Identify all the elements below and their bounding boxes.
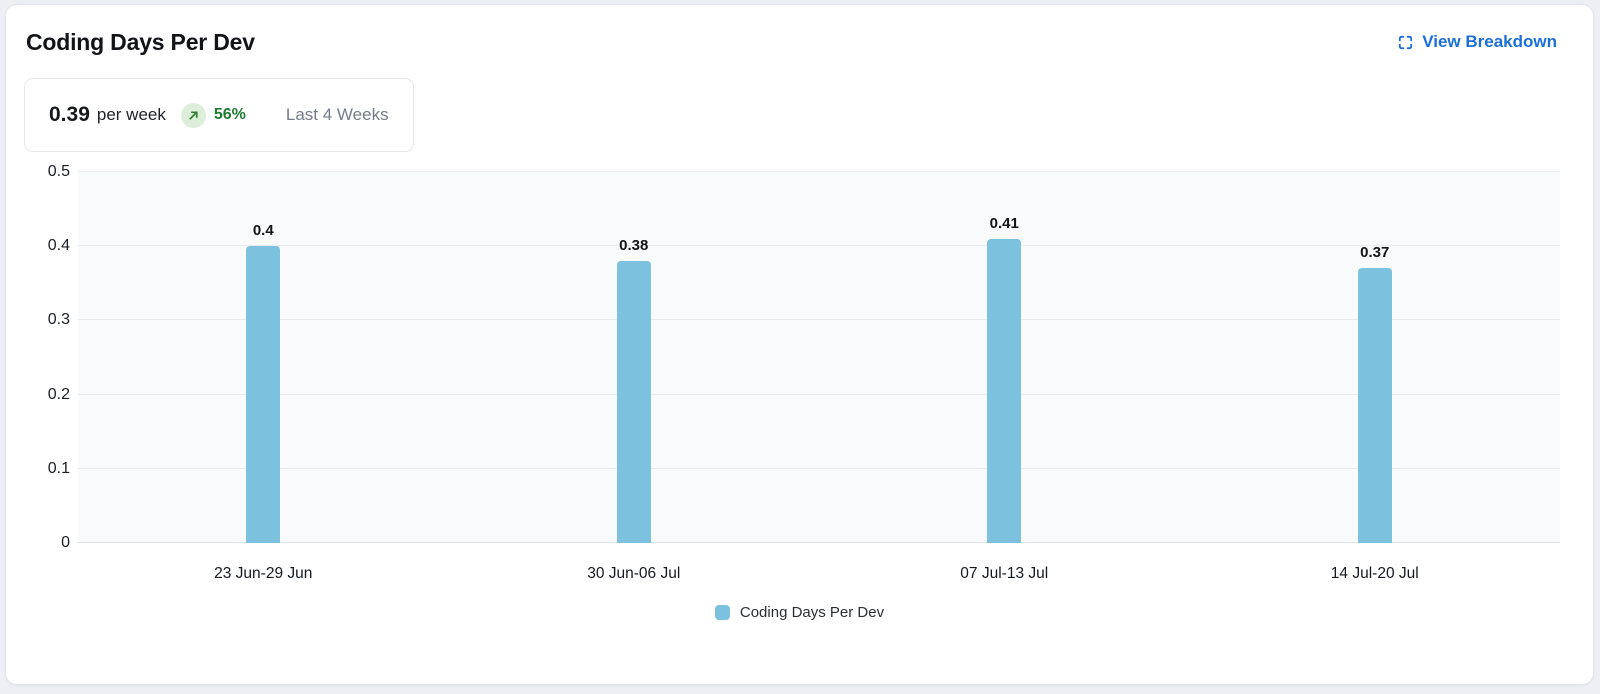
- bars-container: 0.4 0.38 0.41 0.37: [78, 172, 1560, 543]
- legend-swatch: [714, 605, 730, 620]
- stat-period: Last 4 Weeks: [285, 105, 389, 124]
- bar-23 Jun-29 Jun[interactable]: [246, 246, 281, 543]
- arrow-up-right-icon: [180, 102, 206, 128]
- coding-days-card: Coding Days Per Dev View Breakdown 0.39 …: [5, 4, 1594, 685]
- y-tick-label: 0.2: [47, 385, 70, 403]
- bar-value-label: 0.37: [1360, 244, 1390, 262]
- bar-chart: 0 0.1 0.2 0.3 0.4 0.5 0.4 0.38 0.41 0.37: [24, 164, 1560, 551]
- trend-percent: 56%: [213, 106, 246, 123]
- gridline: [78, 245, 1560, 247]
- y-tick-label: 0.4: [47, 237, 70, 255]
- x-axis-label: 14 Jul-20 Jul: [1330, 565, 1419, 582]
- x-axis-label: 07 Jul-13 Jul: [960, 565, 1049, 582]
- y-tick-label: 0.5: [47, 163, 70, 180]
- view-breakdown-button[interactable]: View Breakdown: [1397, 27, 1557, 57]
- x-axis-label: 30 Jun-06 Jul: [587, 565, 681, 582]
- page-title: Coding Days Per Dev: [26, 29, 255, 55]
- y-tick-label: 0: [61, 534, 70, 551]
- bar-30 Jun-06 Jul[interactable]: [616, 261, 651, 543]
- gridline: [78, 171, 1560, 172]
- bar-07 Jul-13 Jul[interactable]: [987, 238, 1022, 543]
- stat-value: 0.39: [49, 103, 90, 126]
- card-header: Coding Days Per Dev View Breakdown: [6, 5, 1593, 57]
- stat-unit: per week: [96, 105, 166, 124]
- x-axis: 23 Jun-29 Jun 30 Jun-06 Jul 07 Jul-13 Jul 1…: [78, 565, 1560, 583]
- bar-column: 0.38: [449, 172, 820, 543]
- expand-icon: [1397, 34, 1414, 51]
- y-axis: 0 0.1 0.2 0.3 0.4 0.5: [24, 164, 78, 551]
- bar-value-label: 0.41: [989, 214, 1019, 232]
- bar-column: 0.41: [819, 172, 1190, 543]
- legend-label[interactable]: Coding Days Per Dev: [739, 604, 885, 621]
- y-tick-label: 0.3: [47, 311, 70, 329]
- y-tick-label: 0.1: [47, 459, 70, 477]
- bar-14 Jul-20 Jul[interactable]: [1357, 268, 1392, 543]
- chart-legend: Coding Days Per Dev: [6, 604, 1593, 621]
- gridline: [78, 319, 1560, 321]
- x-axis-label: 23 Jun-29 Jun: [214, 565, 313, 582]
- gridline: [78, 467, 1560, 469]
- gridline: [78, 393, 1560, 395]
- gridline: [78, 542, 1560, 543]
- plot-area: 0.4 0.38 0.41 0.37: [78, 171, 1560, 543]
- bar-value-label: 0.4: [252, 222, 274, 240]
- bar-value-label: 0.38: [619, 237, 649, 255]
- bar-column: 0.37: [1190, 172, 1561, 543]
- bar-column: 0.4: [78, 172, 449, 543]
- summary-stat-card: 0.39 per week 56% Last 4 Weeks: [24, 78, 414, 152]
- view-breakdown-label: View Breakdown: [1422, 32, 1557, 51]
